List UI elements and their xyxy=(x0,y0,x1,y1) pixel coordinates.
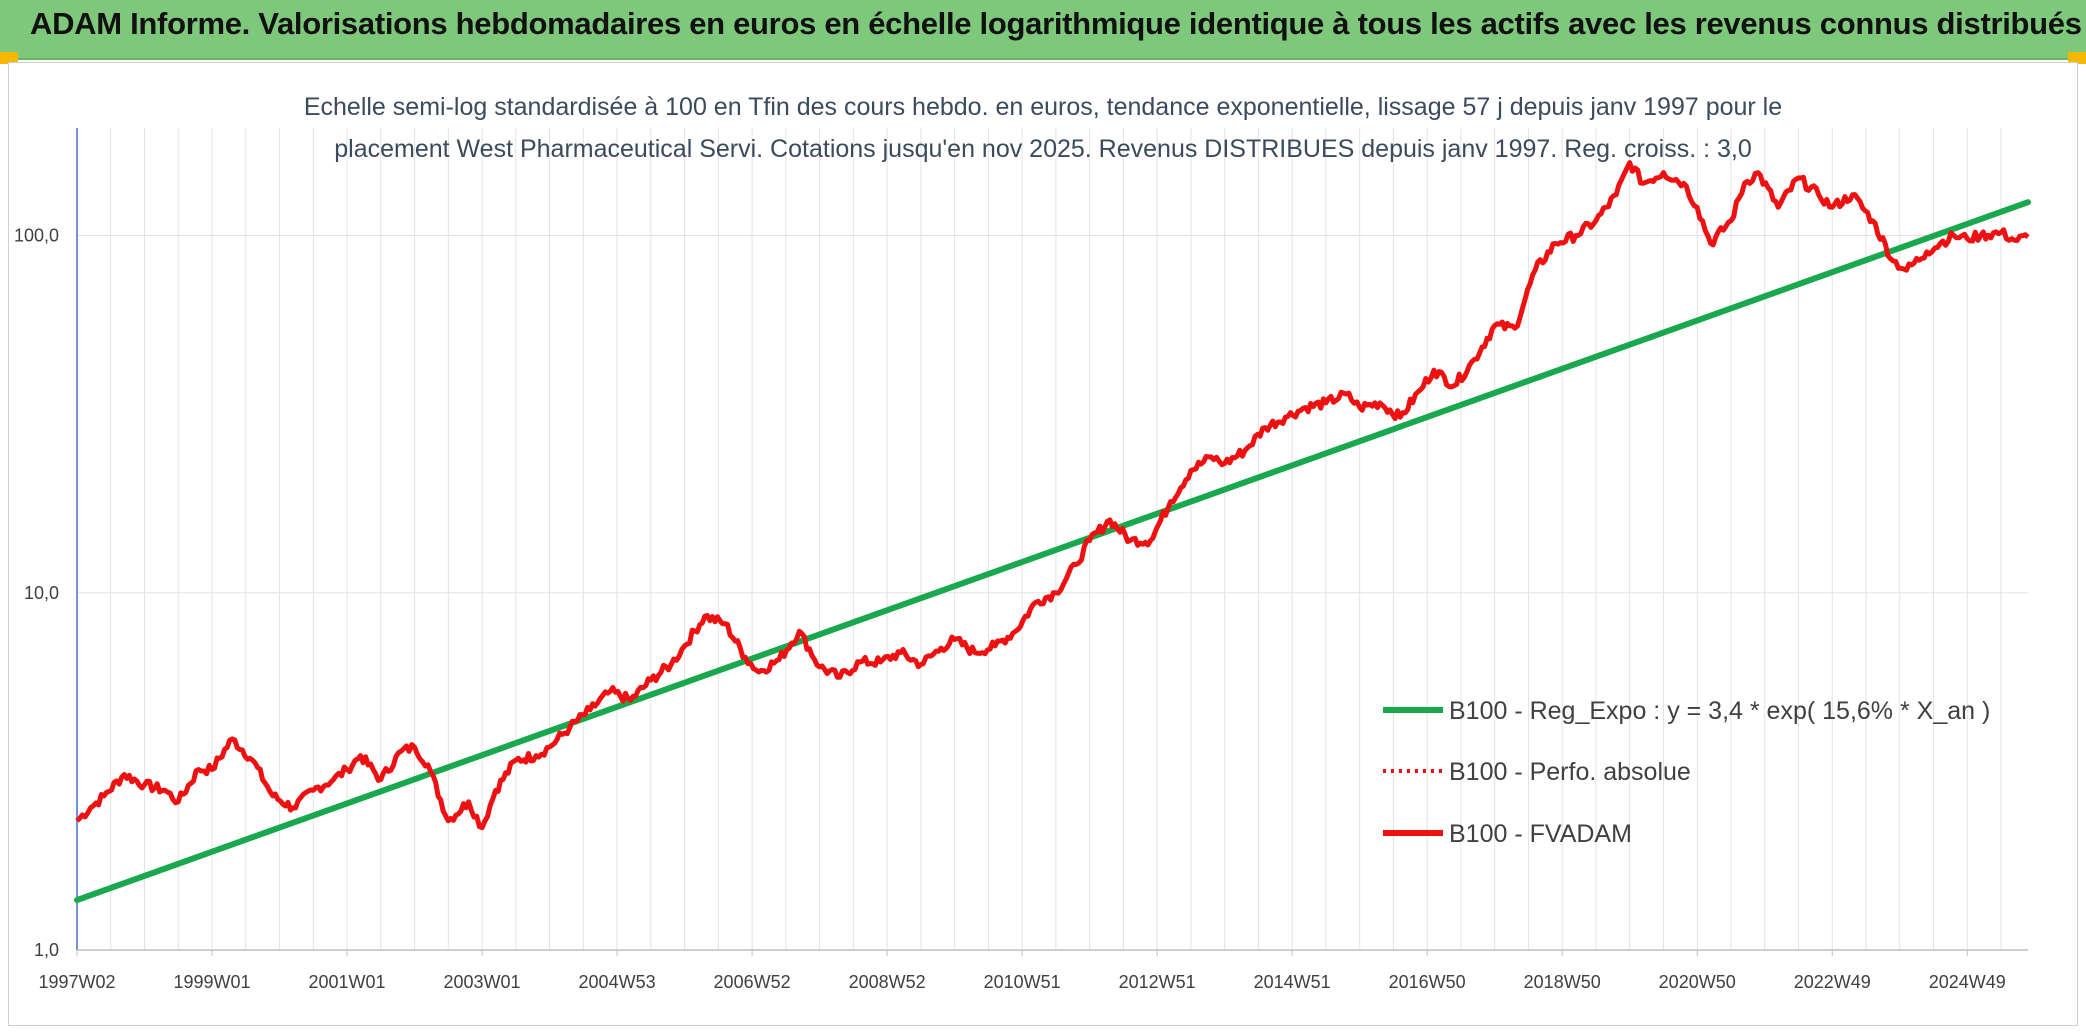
x-tick-label: 2014W51 xyxy=(1254,972,1331,992)
y-tick-label: 1,0 xyxy=(34,940,59,960)
x-tick-label: 2004W53 xyxy=(579,972,656,992)
subtitle-line-2: placement West Pharmaceutical Servi. Cot… xyxy=(334,135,1752,163)
corner-mark-left xyxy=(0,52,18,64)
x-tick-label: 2008W52 xyxy=(849,972,926,992)
x-tick-label: 2001W01 xyxy=(309,972,386,992)
series xyxy=(74,160,2031,904)
legend: B100 - Reg_Expo : y = 3,4 * exp( 15,6% *… xyxy=(1383,697,1990,848)
series-line-reg-expo xyxy=(74,199,2031,904)
page-title: ADAM Informe. Valorisations hebdomadaire… xyxy=(30,6,2082,41)
chart-frame xyxy=(8,62,2078,1026)
x-tick-label: 2012W51 xyxy=(1119,972,1196,992)
subtitle-line-1: Echelle semi-log standardisée à 100 en T… xyxy=(304,93,1782,121)
legend-label-trend: B100 - Reg_Expo : y = 3,4 * exp( 15,6% *… xyxy=(1449,697,1990,725)
x-tick-label: 2010W51 xyxy=(984,972,1061,992)
y-tick-label: 100,0 xyxy=(14,226,59,246)
legend-label-perfo: B100 - Perfo. absolue xyxy=(1449,758,1691,786)
y-tick-label: 10,0 xyxy=(24,583,59,603)
x-tick-label: 2003W01 xyxy=(444,972,521,992)
x-tick-label: 2024W49 xyxy=(1929,972,2006,992)
x-tick-label: 2016W50 xyxy=(1389,972,1466,992)
x-tick-label: 2018W50 xyxy=(1524,972,1601,992)
x-tick-label: 1999W01 xyxy=(173,972,250,992)
corner-mark-right xyxy=(2068,52,2086,64)
x-tick-label: 2006W52 xyxy=(714,972,791,992)
x-tick-label: 2022W49 xyxy=(1794,972,1871,992)
chart-subtitle: Echelle semi-log standardisée à 100 en T… xyxy=(304,93,1782,163)
grid xyxy=(77,128,2028,951)
x-tick-label: 1997W02 xyxy=(38,972,115,992)
legend-label-fvadam: B100 - FVADAM xyxy=(1449,820,1632,848)
axes: 1,0 10,0 100,0 1997W02 1999W01 2001W01 2003W01… xyxy=(14,128,2028,992)
header-banner: ADAM Informe. Valorisations hebdomadaire… xyxy=(0,0,2086,60)
series-line-fvadam xyxy=(75,160,2030,831)
x-tick-label: 2020W50 xyxy=(1659,972,1736,992)
